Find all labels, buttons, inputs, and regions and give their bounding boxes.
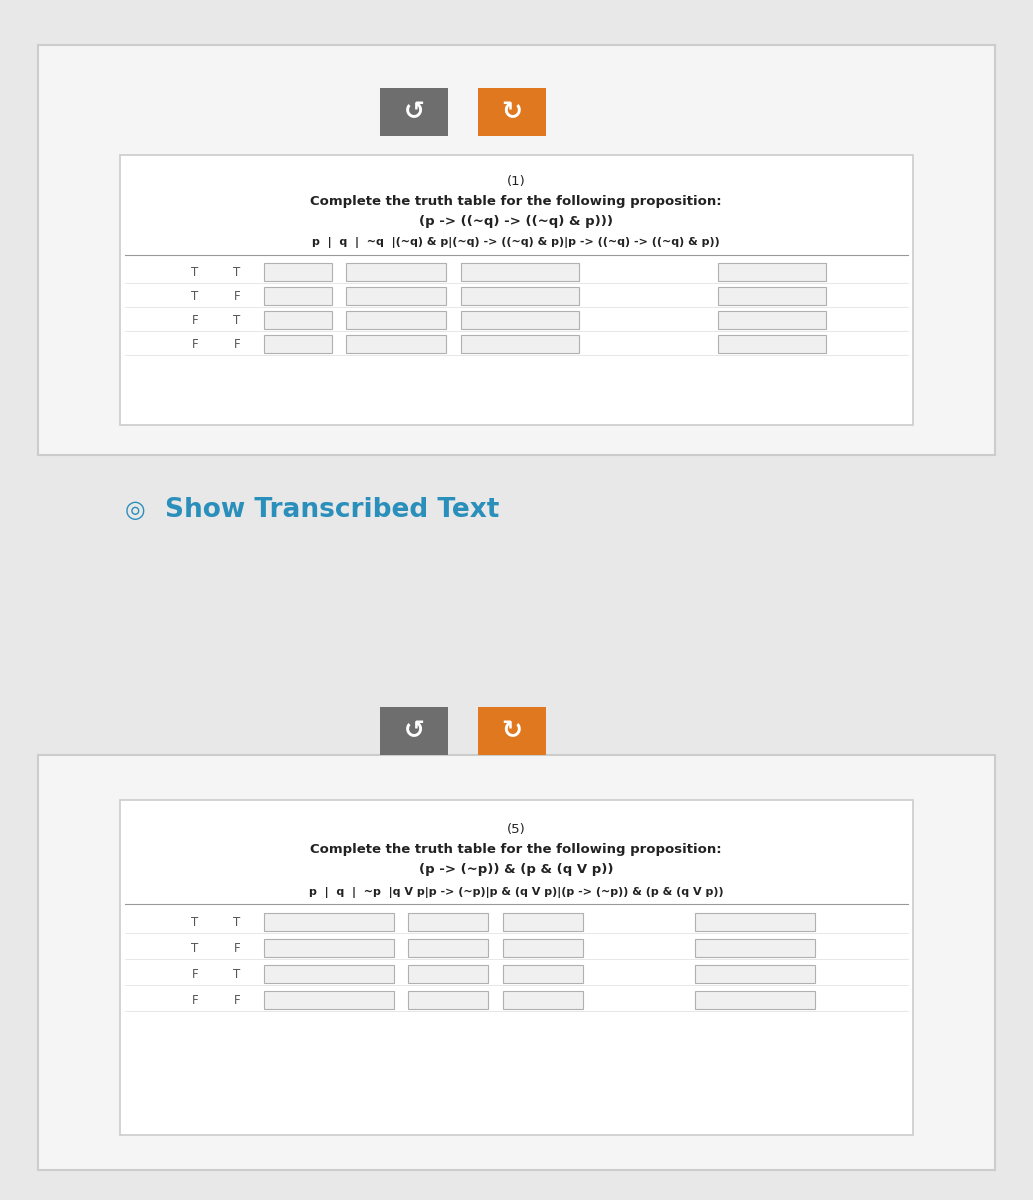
Bar: [461, 263, 580, 281]
Bar: [695, 991, 815, 1009]
Bar: [380, 88, 448, 136]
Bar: [264, 913, 394, 931]
Text: (p -> (~p)) & (p & (q V p)): (p -> (~p)) & (p & (q V p)): [418, 864, 614, 876]
Bar: [695, 938, 815, 958]
Text: Complete the truth table for the following proposition:: Complete the truth table for the followi…: [310, 196, 722, 209]
Text: ↻: ↻: [501, 719, 523, 743]
Bar: [38, 44, 995, 455]
Bar: [264, 991, 394, 1009]
Text: ↻: ↻: [501, 100, 523, 124]
Text: ↺: ↺: [404, 719, 425, 743]
Bar: [461, 287, 580, 305]
Bar: [264, 938, 394, 958]
Bar: [478, 88, 546, 136]
Bar: [38, 755, 995, 1170]
Bar: [503, 991, 583, 1009]
Text: F: F: [192, 313, 198, 326]
Text: p  |  q  |  ~q  |(~q) & p|(~q) -> ((~q) & p)|p -> ((~q) -> ((~q) & p)): p | q | ~q |(~q) & p|(~q) -> ((~q) & p)|…: [312, 238, 720, 248]
Bar: [461, 335, 580, 353]
Text: ◎: ◎: [125, 498, 146, 522]
Bar: [695, 913, 815, 931]
Bar: [408, 965, 488, 983]
Bar: [503, 913, 583, 931]
Text: p  |  q  |  ~p  |q V p|p -> (~p)|p & (q V p)|(p -> (~p)) & (p & (q V p)): p | q | ~p |q V p|p -> (~p)|p & (q V p)|…: [309, 887, 723, 898]
Bar: [408, 913, 488, 931]
Text: F: F: [192, 337, 198, 350]
Bar: [264, 287, 332, 305]
Text: F: F: [233, 337, 241, 350]
Text: (1): (1): [506, 175, 526, 188]
Bar: [408, 991, 488, 1009]
Bar: [120, 800, 913, 1135]
Bar: [346, 335, 446, 353]
Text: F: F: [233, 289, 241, 302]
Text: T: T: [191, 265, 198, 278]
Text: F: F: [233, 994, 241, 1007]
Bar: [264, 263, 332, 281]
Bar: [408, 938, 488, 958]
Text: (p -> ((~q) -> ((~q) & p))): (p -> ((~q) -> ((~q) & p))): [419, 216, 613, 228]
Text: (5): (5): [506, 823, 526, 836]
Text: Complete the truth table for the following proposition:: Complete the truth table for the followi…: [310, 844, 722, 857]
Bar: [503, 965, 583, 983]
Bar: [346, 263, 446, 281]
Bar: [461, 311, 580, 329]
Text: T: T: [191, 942, 198, 954]
Bar: [695, 965, 815, 983]
Bar: [264, 311, 332, 329]
Text: Show Transcribed Text: Show Transcribed Text: [165, 497, 499, 523]
Bar: [718, 287, 826, 305]
Text: T: T: [233, 265, 241, 278]
Bar: [380, 707, 448, 755]
Bar: [264, 965, 394, 983]
Bar: [503, 938, 583, 958]
Text: T: T: [233, 916, 241, 929]
Text: T: T: [191, 289, 198, 302]
Text: F: F: [192, 994, 198, 1007]
Bar: [718, 263, 826, 281]
Text: F: F: [233, 942, 241, 954]
Bar: [264, 335, 332, 353]
Text: T: T: [191, 916, 198, 929]
Bar: [346, 311, 446, 329]
Bar: [120, 155, 913, 425]
Text: F: F: [192, 967, 198, 980]
Text: ↺: ↺: [404, 100, 425, 124]
Bar: [478, 707, 546, 755]
Bar: [718, 335, 826, 353]
Bar: [346, 287, 446, 305]
Text: T: T: [233, 313, 241, 326]
Text: T: T: [233, 967, 241, 980]
Bar: [718, 311, 826, 329]
